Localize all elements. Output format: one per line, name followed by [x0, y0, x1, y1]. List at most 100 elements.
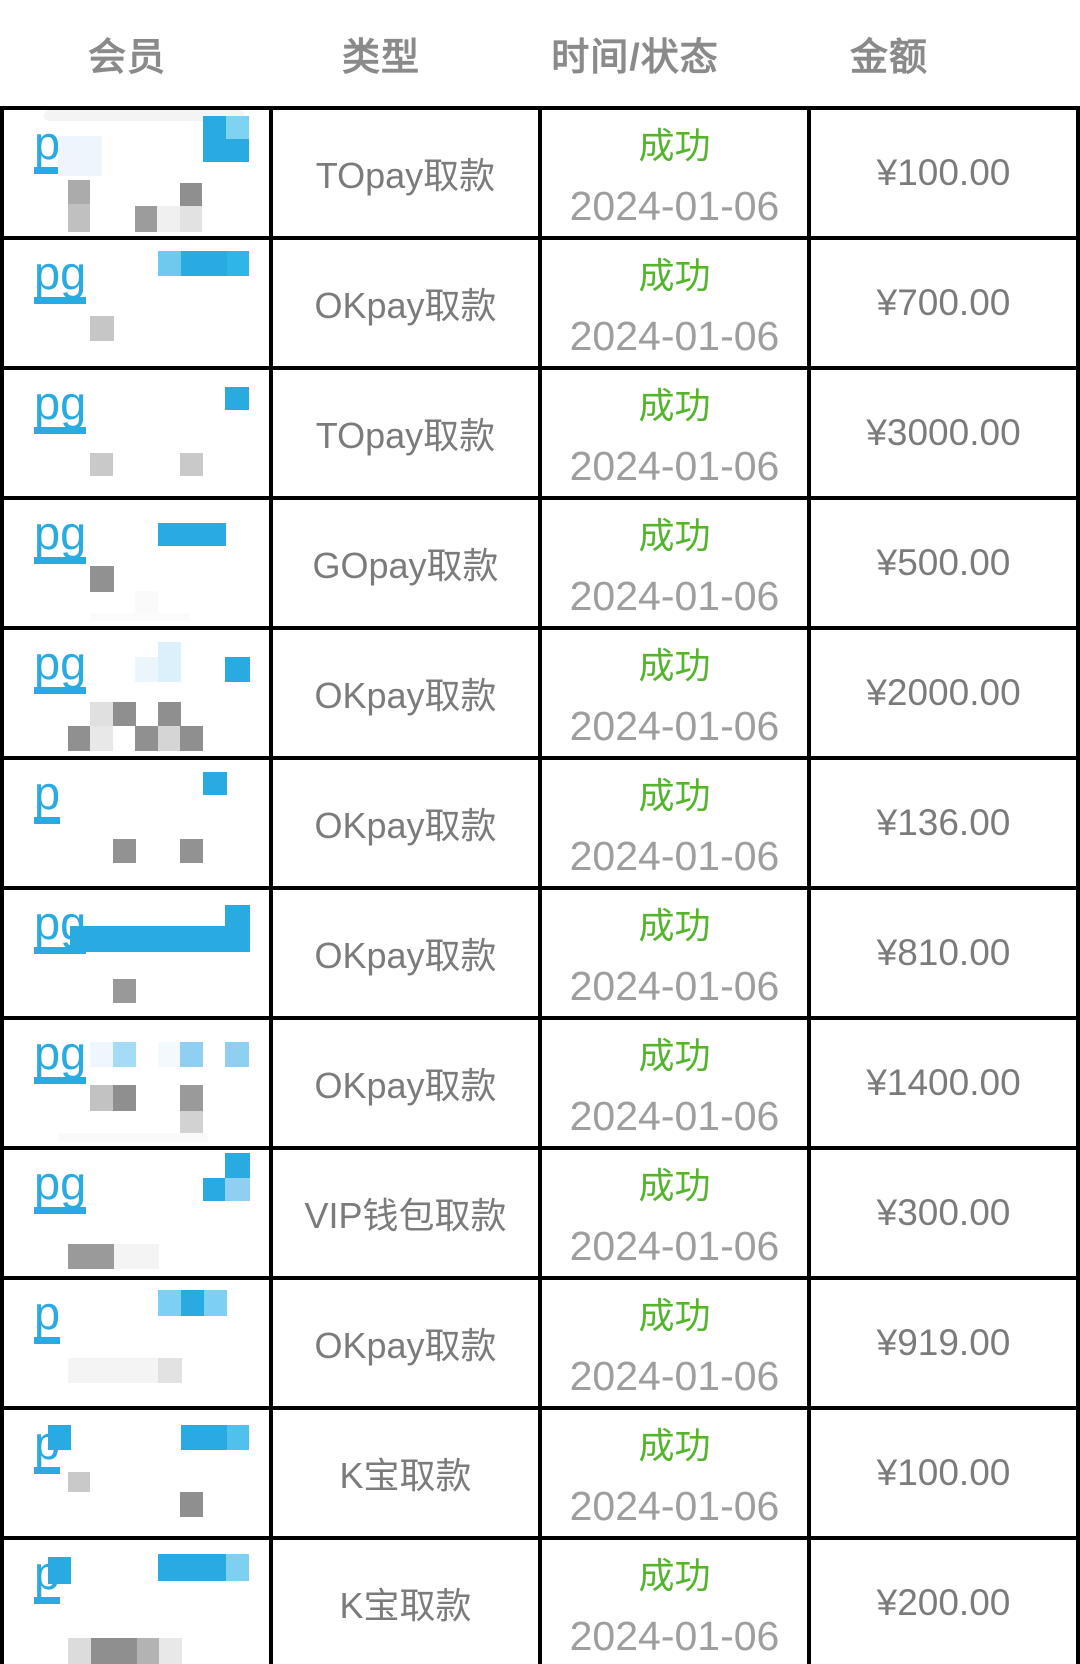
censor-block: [135, 206, 157, 232]
censor-block: [225, 387, 249, 410]
status-cell: 成功 2024-01-06: [538, 1536, 811, 1664]
amount-cell: ¥2000.00: [807, 626, 1080, 760]
status-date: 2024-01-06: [569, 182, 780, 229]
status-date: 2024-01-06: [569, 572, 780, 619]
censor-block: [48, 1557, 71, 1584]
status-success-label: 成功: [638, 1424, 711, 1466]
amount-cell: ¥300.00: [807, 1146, 1080, 1280]
member-name-link-censored[interactable]: pg: [34, 1158, 87, 1215]
status-date: 2024-01-06: [569, 442, 780, 489]
table-row: pg TOpay取款 成功 2024-01-06 ¥3000.00: [0, 366, 1080, 500]
censor-block: [48, 1425, 71, 1450]
amount-cell: ¥100.00: [807, 106, 1080, 240]
status-date: 2024-01-06: [569, 702, 780, 749]
censor-block: [90, 702, 113, 726]
censor-block: [113, 1042, 136, 1067]
censor-block: [113, 839, 136, 863]
table-header: 会员 类型 时间/状态 金额: [0, 0, 1080, 106]
status-cell: 成功 2024-01-06: [538, 1146, 811, 1280]
censor-block: [180, 839, 203, 863]
member-cell: pg: [0, 366, 273, 500]
table-row: p OKpay取款 成功 2024-01-06 ¥919.00: [0, 1276, 1080, 1410]
status-date: 2024-01-06: [569, 1092, 780, 1139]
censor-block: [227, 1425, 249, 1450]
type-cell: OKpay取款: [269, 756, 542, 890]
header-col-type: 类型: [341, 36, 420, 79]
censor-block: [68, 1472, 90, 1492]
status-date: 2024-01-06: [569, 312, 780, 359]
censor-block: [158, 1042, 181, 1067]
censor-block: [225, 1042, 249, 1067]
censor-block: [181, 251, 227, 276]
censor-block: [68, 204, 90, 232]
status-cell: 成功 2024-01-06: [538, 886, 811, 1020]
censor-block: [158, 523, 226, 546]
header-col-amount: 金额: [849, 36, 928, 79]
type-cell: OKpay取款: [269, 1016, 542, 1150]
status-date: 2024-01-06: [569, 832, 780, 879]
censor-block: [68, 1638, 91, 1664]
amount-cell: ¥136.00: [807, 756, 1080, 890]
member-name-link-censored[interactable]: pg: [34, 508, 87, 565]
censor-block: [58, 1133, 208, 1142]
amount-cell: ¥1400.00: [807, 1016, 1080, 1150]
member-name-link-censored[interactable]: pg: [34, 378, 87, 435]
censor-block: [180, 453, 203, 476]
censor-block: [137, 1638, 159, 1664]
member-cell: pg: [0, 496, 273, 630]
member-name-link-censored[interactable]: pg: [34, 638, 87, 695]
type-cell: OKpay取款: [269, 236, 542, 370]
censor-block: [204, 1290, 227, 1316]
censor-block: [90, 566, 114, 592]
censor-block: [70, 926, 250, 952]
status-success-label: 成功: [638, 254, 711, 296]
member-name-link-censored[interactable]: p: [34, 768, 61, 825]
censor-block: [158, 1358, 182, 1383]
member-cell: pg: [0, 886, 273, 1020]
censor-block: [158, 702, 181, 726]
amount-cell: ¥810.00: [807, 886, 1080, 1020]
amount-cell: ¥100.00: [807, 1406, 1080, 1540]
status-success-label: 成功: [638, 384, 711, 426]
table-row: pK宝取款 成功 2024-01-06 ¥100.00: [0, 1406, 1080, 1540]
member-name-link-censored[interactable]: p: [34, 118, 61, 175]
status-success-label: 成功: [638, 1034, 711, 1076]
status-cell: 成功 2024-01-06: [538, 1406, 811, 1540]
censor-block: [181, 1425, 227, 1450]
table-row: pg VIP钱包取款 成功 2024-01-06 ¥300.00: [0, 1146, 1080, 1280]
censor-block: [225, 905, 250, 952]
status-cell: 成功 2024-01-06: [538, 756, 811, 890]
censor-block: [91, 1638, 137, 1664]
censor-block: [157, 206, 180, 232]
member-cell: p: [0, 1536, 273, 1664]
censor-block: [180, 206, 202, 232]
censor-block: [158, 1290, 181, 1316]
status-success-label: 成功: [638, 1554, 711, 1596]
censor-block: [180, 1492, 203, 1517]
amount-cell: ¥700.00: [807, 236, 1080, 370]
type-cell: OKpay取款: [269, 886, 542, 1020]
table-row: pg OKpay取款 成功 2024-01-06 ¥1400.00: [0, 1016, 1080, 1150]
table-row: pg OKpay取款 成功 2024-01-06 ¥810.00: [0, 886, 1080, 1020]
status-date: 2024-01-06: [569, 1222, 780, 1269]
status-date: 2024-01-06: [569, 1612, 780, 1659]
type-cell: OKpay取款: [269, 626, 542, 760]
censor-block: [135, 726, 158, 751]
censor-block: [44, 112, 244, 121]
censor-block: [58, 136, 102, 176]
status-date: 2024-01-06: [569, 1352, 780, 1399]
status-success-label: 成功: [638, 644, 711, 686]
censor-block: [90, 453, 113, 476]
member-name-link-censored[interactable]: pg: [34, 1028, 87, 1085]
status-cell: 成功 2024-01-06: [538, 496, 811, 630]
member-cell: p: [0, 1276, 273, 1410]
amount-cell: ¥500.00: [807, 496, 1080, 630]
member-name-link-censored[interactable]: p: [34, 1288, 61, 1345]
records-table: p TOpay取款 成功 2024-01-06 ¥100.00 pg OKpay取款 成功 20…: [0, 106, 1080, 1664]
censor-block: [180, 1085, 203, 1111]
status-success-label: 成功: [638, 774, 711, 816]
member-name-link-censored[interactable]: pg: [34, 248, 87, 305]
header-col-member: 会员: [87, 36, 166, 79]
censor-block: [203, 772, 227, 795]
